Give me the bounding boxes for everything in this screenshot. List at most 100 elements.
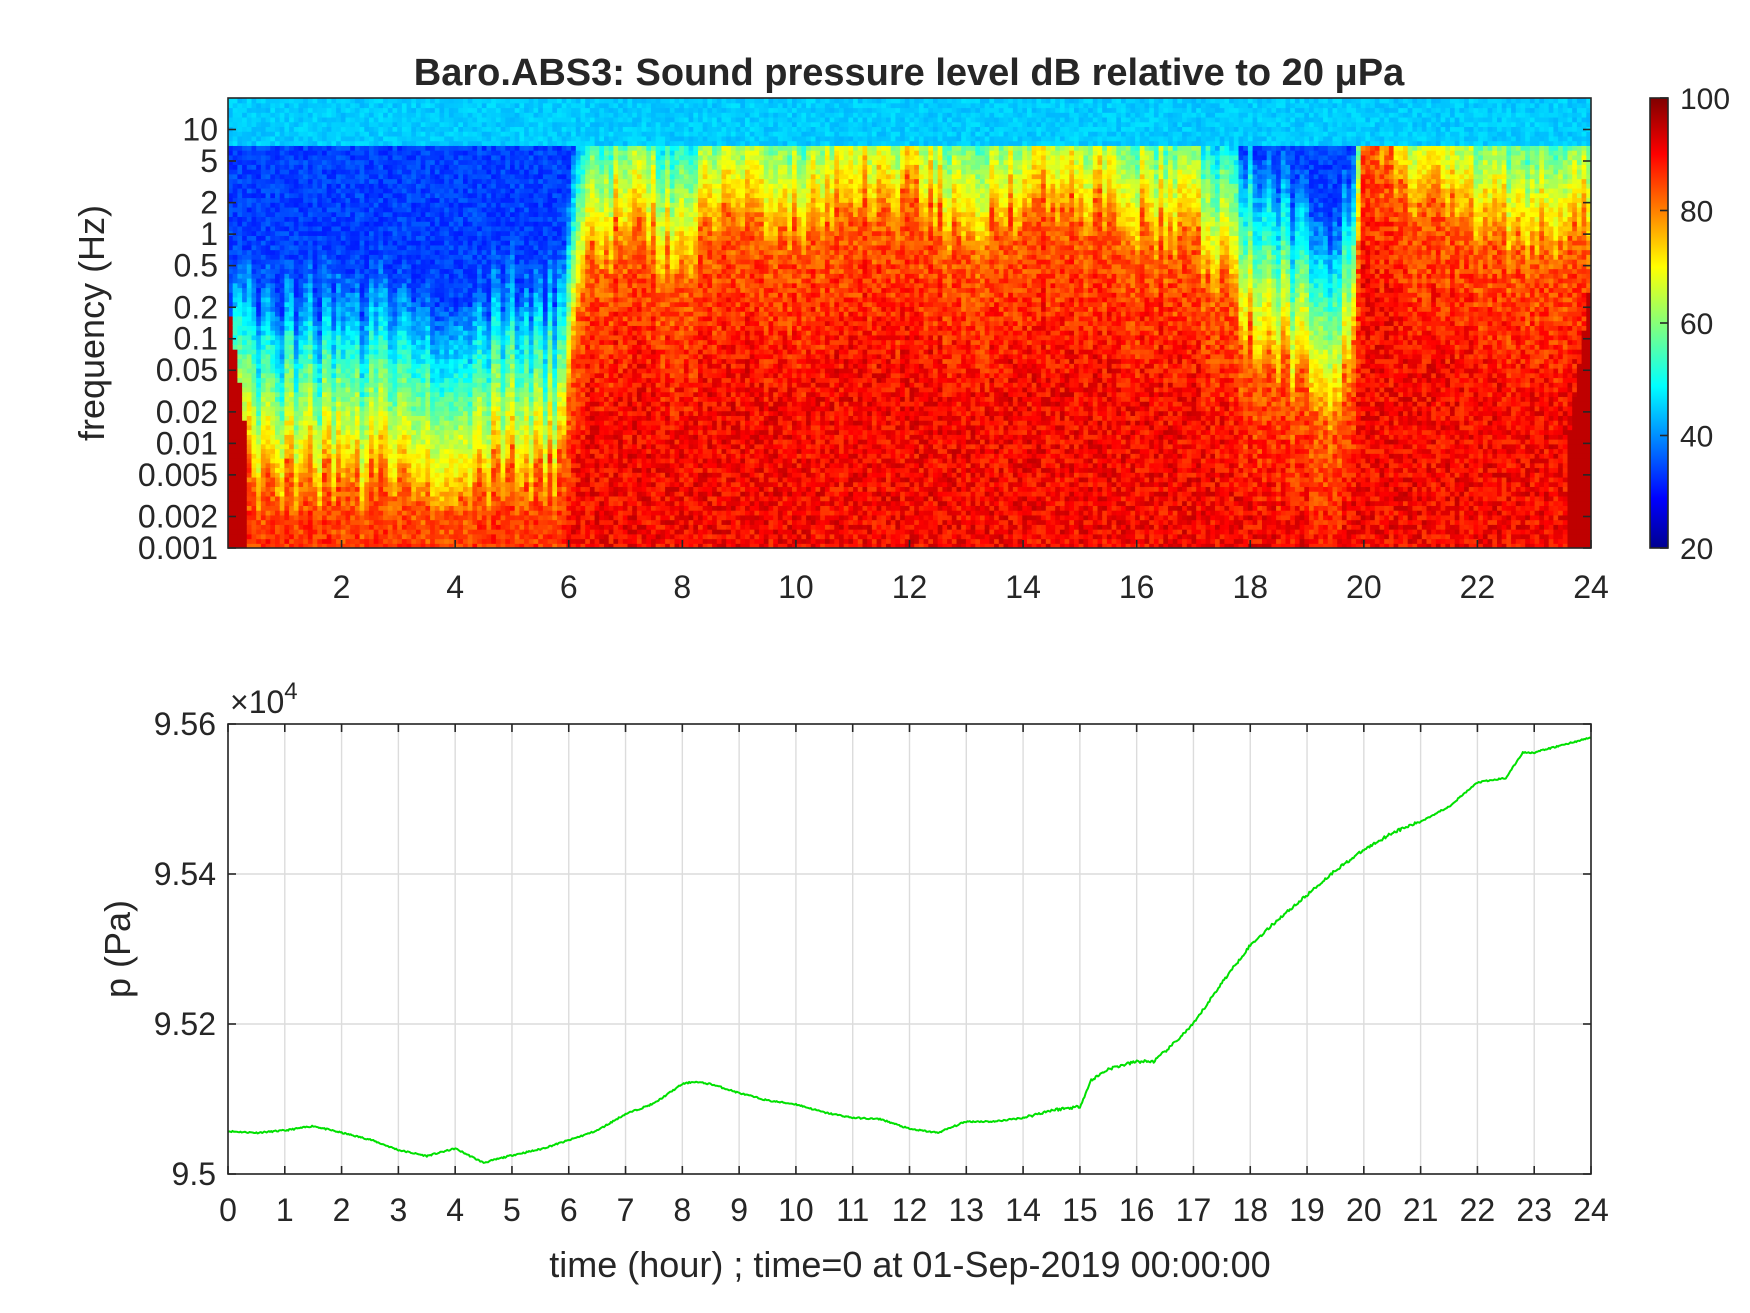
- heatmap-cell: [246, 382, 253, 388]
- heatmap-cell: [392, 306, 398, 312]
- heatmap-cell: [265, 296, 271, 303]
- heatmap-cell: [284, 249, 290, 255]
- heatmap-cell: [430, 273, 436, 279]
- heatmap-cell: [265, 315, 271, 322]
- heatmap-cell: [416, 533, 422, 540]
- heatmap-cell: [373, 353, 379, 360]
- heatmap-cell: [378, 135, 384, 142]
- heatmap-cell: [246, 169, 253, 175]
- heatmap-cell: [406, 102, 412, 109]
- heatmap-cell: [364, 481, 370, 488]
- heatmap-cell: [430, 230, 436, 236]
- heatmap-cell: [289, 434, 295, 440]
- heatmap-cell: [260, 150, 267, 156]
- heatmap-cell: [246, 296, 253, 303]
- heatmap-cell: [242, 325, 248, 331]
- heatmap-cell: [467, 391, 473, 398]
- heatmap-cell: [298, 301, 304, 308]
- heatmap-cell: [448, 476, 455, 483]
- heatmap-cell: [439, 339, 445, 345]
- heatmap-cell: [251, 382, 257, 388]
- heatmap-cell: [275, 533, 281, 540]
- heatmap-cell: [425, 292, 431, 298]
- heatmap-cell: [453, 368, 459, 374]
- heatmap-cell: [439, 538, 445, 544]
- heatmap-cell: [275, 368, 281, 374]
- heatmap-cell: [378, 514, 384, 521]
- heatmap-cell: [246, 183, 253, 189]
- heatmap-cell: [265, 221, 271, 227]
- heatmap-cell: [279, 439, 285, 445]
- heatmap-cell: [453, 349, 459, 355]
- heatmap-cell: [425, 131, 431, 137]
- heatmap-cell: [406, 268, 412, 274]
- heatmap-cell: [242, 448, 248, 454]
- heatmap-cell: [383, 467, 389, 473]
- heatmap-cell: [275, 206, 281, 213]
- heatmap-cell: [453, 287, 459, 293]
- heatmap-cell: [397, 458, 403, 464]
- heatmap-cell: [350, 330, 356, 336]
- heatmap-cell: [279, 278, 285, 284]
- heatmap-cell: [439, 244, 445, 251]
- heatmap-cell: [289, 259, 295, 265]
- heatmap-cell: [416, 415, 422, 421]
- heatmap-cell: [228, 391, 234, 398]
- heatmap-cell: [463, 206, 469, 213]
- heatmap-cell: [416, 178, 422, 184]
- heatmap-cell: [279, 320, 285, 326]
- heatmap-cell: [359, 372, 365, 379]
- heatmap-cell: [369, 401, 375, 407]
- heatmap-cell: [275, 164, 281, 170]
- heatmap-cell: [331, 467, 337, 473]
- heatmap-cell: [458, 529, 464, 535]
- heatmap-cell: [289, 538, 295, 544]
- heatmap-cell: [411, 349, 417, 355]
- heatmap-cell: [406, 320, 412, 326]
- heatmap-cell: [256, 259, 262, 265]
- heatmap-cell: [265, 164, 271, 170]
- heatmap-cell: [345, 462, 351, 469]
- heatmap-cell: [416, 543, 422, 548]
- heatmap-cell: [246, 116, 253, 123]
- heatmap-cell: [369, 240, 375, 246]
- heatmap-cell: [298, 524, 304, 530]
- heatmap-cell: [289, 524, 295, 530]
- heatmap-cell: [303, 244, 309, 251]
- heatmap-cell: [453, 514, 459, 521]
- heatmap-cell: [444, 410, 450, 416]
- heatmap-cell: [326, 225, 332, 232]
- heatmap-cell: [312, 150, 318, 156]
- heatmap-cell: [336, 495, 342, 502]
- heatmap-cell: [430, 391, 436, 398]
- heatmap-cell: [373, 173, 379, 180]
- heatmap-cell: [359, 458, 365, 464]
- heatmap-cell: [359, 368, 365, 374]
- heatmap-cell: [326, 135, 332, 142]
- heatmap-cell: [284, 173, 290, 180]
- heatmap-cell: [275, 339, 281, 345]
- heatmap-cell: [359, 273, 365, 279]
- heatmap-cell: [359, 538, 365, 544]
- heatmap-cell: [242, 278, 248, 284]
- heatmap-cell: [260, 188, 267, 194]
- heatmap-cell: [350, 192, 356, 199]
- heatmap-cell: [228, 386, 234, 393]
- heatmap-cell: [256, 202, 262, 208]
- heatmap-cell: [444, 112, 450, 118]
- heatmap-cell: [392, 221, 398, 227]
- heatmap-cell: [420, 543, 426, 548]
- heatmap-cell: [373, 330, 379, 336]
- heatmap-cell: [425, 135, 431, 142]
- heatmap-cell: [246, 325, 253, 331]
- heatmap-cell: [345, 519, 351, 525]
- heatmap-cell: [275, 169, 281, 175]
- heatmap-cell: [444, 330, 450, 336]
- heatmap-cell: [307, 458, 314, 464]
- heatmap-cell: [279, 377, 285, 383]
- heatmap-cell: [312, 415, 318, 421]
- heatmap-cell: [260, 382, 267, 388]
- heatmap-cell: [439, 315, 445, 322]
- heatmap-cell: [322, 368, 328, 374]
- heatmap-cell: [265, 382, 271, 388]
